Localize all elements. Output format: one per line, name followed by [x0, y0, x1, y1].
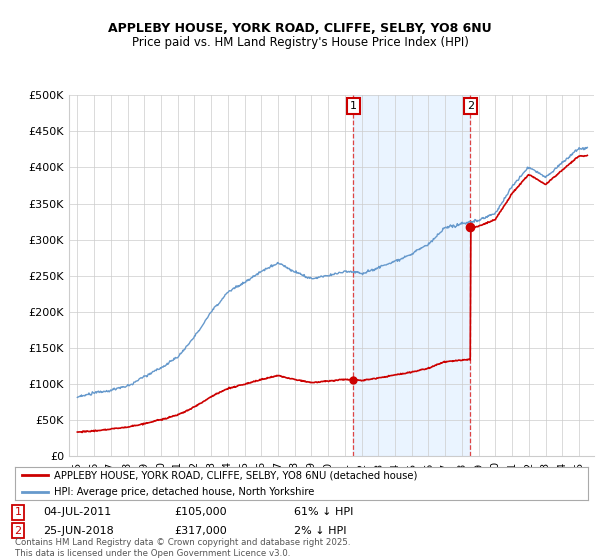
- Text: 2: 2: [467, 101, 474, 111]
- Text: 1: 1: [14, 507, 22, 517]
- Text: 04-JUL-2011: 04-JUL-2011: [43, 507, 112, 517]
- Text: 1: 1: [350, 101, 357, 111]
- Bar: [353, 95, 470, 456]
- Text: Price paid vs. HM Land Registry's House Price Index (HPI): Price paid vs. HM Land Registry's House …: [131, 36, 469, 49]
- Text: £105,000: £105,000: [174, 507, 227, 517]
- Text: APPLEBY HOUSE, YORK ROAD, CLIFFE, SELBY, YO8 6NU: APPLEBY HOUSE, YORK ROAD, CLIFFE, SELBY,…: [108, 22, 492, 35]
- Text: Contains HM Land Registry data © Crown copyright and database right 2025.
This d: Contains HM Land Registry data © Crown c…: [15, 538, 350, 558]
- Text: HPI: Average price, detached house, North Yorkshire: HPI: Average price, detached house, Nort…: [54, 487, 314, 497]
- Text: APPLEBY HOUSE, YORK ROAD, CLIFFE, SELBY, YO8 6NU (detached house): APPLEBY HOUSE, YORK ROAD, CLIFFE, SELBY,…: [54, 470, 418, 480]
- Text: 2: 2: [14, 526, 22, 536]
- Text: £317,000: £317,000: [174, 526, 227, 536]
- Text: 2% ↓ HPI: 2% ↓ HPI: [294, 526, 347, 536]
- Text: 25-JUN-2018: 25-JUN-2018: [43, 526, 114, 536]
- Text: 61% ↓ HPI: 61% ↓ HPI: [294, 507, 353, 517]
